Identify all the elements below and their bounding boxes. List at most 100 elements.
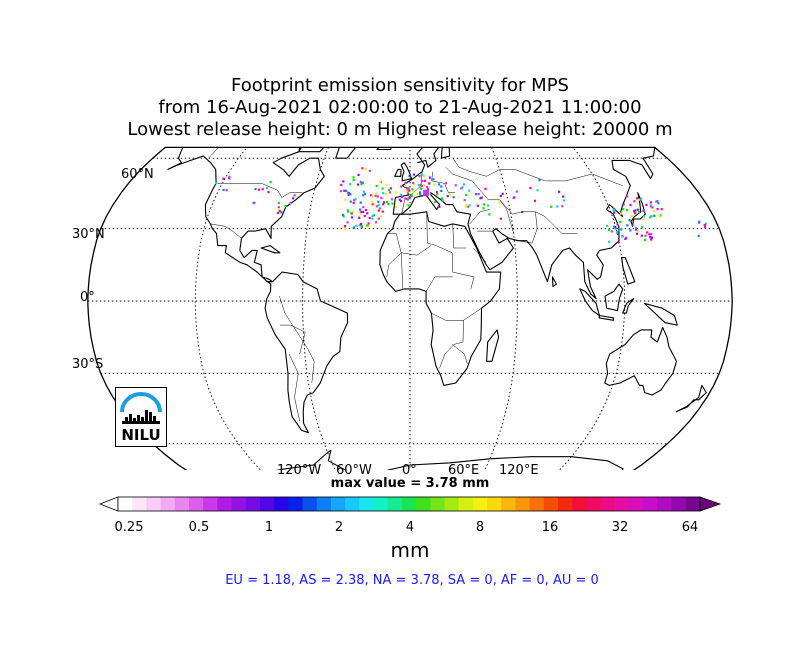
sensitivity-cell — [468, 189, 471, 192]
sensitivity-cell — [269, 181, 272, 184]
colorbar-over-arrow — [699, 496, 722, 512]
sensitivity-cell — [420, 187, 423, 190]
sensitivity-cell — [398, 198, 401, 201]
sensitivity-cell — [370, 194, 373, 197]
sensitivity-cell — [411, 188, 414, 191]
sensitivity-cell — [367, 222, 370, 225]
sensitivity-cell — [649, 216, 652, 219]
sensitivity-cell — [484, 187, 487, 190]
sensitivity-cell — [653, 214, 656, 217]
sensitivity-cell — [277, 206, 280, 209]
sensitivity-cell — [423, 184, 426, 187]
sensitivity-cell — [362, 190, 365, 193]
sensitivity-cell — [449, 193, 452, 196]
colorbar-units: mm — [390, 538, 430, 562]
sensitivity-cell — [561, 205, 564, 208]
sensitivity-cell — [637, 210, 640, 214]
coastline-philippines — [621, 257, 636, 285]
sensitivity-cell — [267, 191, 270, 194]
colorbar-swatch — [515, 497, 531, 511]
colorbar-swatch — [118, 497, 133, 511]
sensitivity-field — [215, 167, 708, 244]
sensitivity-cell — [363, 192, 367, 196]
sensitivity-cell — [634, 226, 637, 229]
sensitivity-cell — [704, 225, 707, 228]
receptor-marker — [423, 189, 430, 196]
sensitivity-cell — [465, 205, 468, 209]
sensitivity-cell — [339, 190, 342, 193]
sensitivity-cell — [637, 208, 640, 211]
sensitivity-cell — [378, 203, 381, 206]
sensitivity-cell — [608, 228, 611, 231]
sensitivity-cell — [408, 196, 411, 199]
sensitivity-cell — [515, 190, 518, 193]
sensitivity-cell — [359, 180, 362, 183]
sensitivity-cell — [512, 196, 515, 199]
sensitivity-cell — [444, 182, 447, 185]
coastline-north-america — [167, 147, 325, 283]
country-border — [463, 307, 482, 321]
sensitivity-cell — [387, 203, 390, 206]
lat-label-60n: 60°N — [121, 167, 154, 182]
sensitivity-cell — [352, 201, 355, 204]
sensitivity-cell — [382, 192, 385, 195]
sensitivity-cell — [360, 183, 363, 186]
colorbar-swatch — [401, 497, 417, 511]
sensitivity-cell — [386, 200, 389, 204]
sensitivity-cell — [625, 236, 628, 239]
sensitivity-cell — [388, 188, 391, 192]
sensitivity-cell — [349, 200, 352, 203]
colorbar-swatch — [288, 497, 303, 511]
sensitivity-cell — [440, 189, 443, 192]
sensitivity-cell — [390, 198, 393, 201]
sensitivity-cell — [389, 187, 392, 190]
sensitivity-cell — [649, 201, 653, 204]
sensitivity-cell — [349, 183, 352, 186]
sensitivity-cell — [621, 235, 624, 238]
sensitivity-cell — [622, 208, 625, 211]
colorbar-tick-2: 2 — [334, 520, 344, 535]
sensitivity-cell — [374, 221, 378, 224]
sensitivity-cell — [347, 193, 350, 197]
sensitivity-cell — [422, 174, 425, 177]
coastline-sri-lanka — [551, 276, 557, 288]
colorbar-swatch — [501, 497, 516, 511]
sensitivity-cell — [354, 198, 357, 201]
sensitivity-cell — [432, 178, 435, 181]
sensitivity-cell — [343, 189, 346, 192]
sensitivity-cell — [383, 201, 386, 204]
colorbar-swatch — [685, 497, 701, 511]
sensitivity-cell — [650, 215, 653, 218]
sensitivity-cell — [359, 208, 362, 211]
meridian-line — [524, 147, 626, 470]
sensitivity-cell — [435, 191, 439, 194]
coastline-cuba — [260, 245, 281, 254]
coastline-borneo — [604, 283, 624, 312]
sensitivity-cell — [426, 188, 429, 191]
lon-label-60e: 60°E — [448, 463, 480, 478]
sensitivity-cell — [612, 209, 615, 212]
country-border — [469, 209, 490, 225]
sensitivity-cell — [499, 217, 502, 220]
sensitivity-cell — [344, 198, 347, 201]
sensitivity-cell — [405, 197, 408, 200]
sensitivity-cell — [538, 179, 541, 182]
country-border — [452, 344, 468, 364]
colorbar-swatch — [359, 497, 374, 511]
sensitivity-cell — [441, 199, 444, 202]
sensitivity-cell — [222, 188, 225, 191]
colorbar-swatch — [558, 497, 573, 511]
sensitivity-cell — [704, 222, 708, 225]
sensitivity-cell — [656, 200, 659, 203]
sensitivity-cell — [368, 216, 371, 220]
lat-label-30s: 30°S — [72, 357, 104, 372]
lat-label-30n: 30°N — [72, 227, 105, 242]
continents — [167, 147, 707, 470]
sensitivity-cell — [631, 223, 634, 226]
country-border — [431, 312, 464, 369]
title-line-3: Lowest release height: 0 m Highest relea… — [127, 119, 673, 140]
sensitivity-cell — [349, 193, 352, 196]
colorbar-tick-4: 4 — [405, 520, 415, 535]
sensitivity-cell — [616, 231, 619, 234]
sensitivity-cell — [436, 193, 439, 196]
